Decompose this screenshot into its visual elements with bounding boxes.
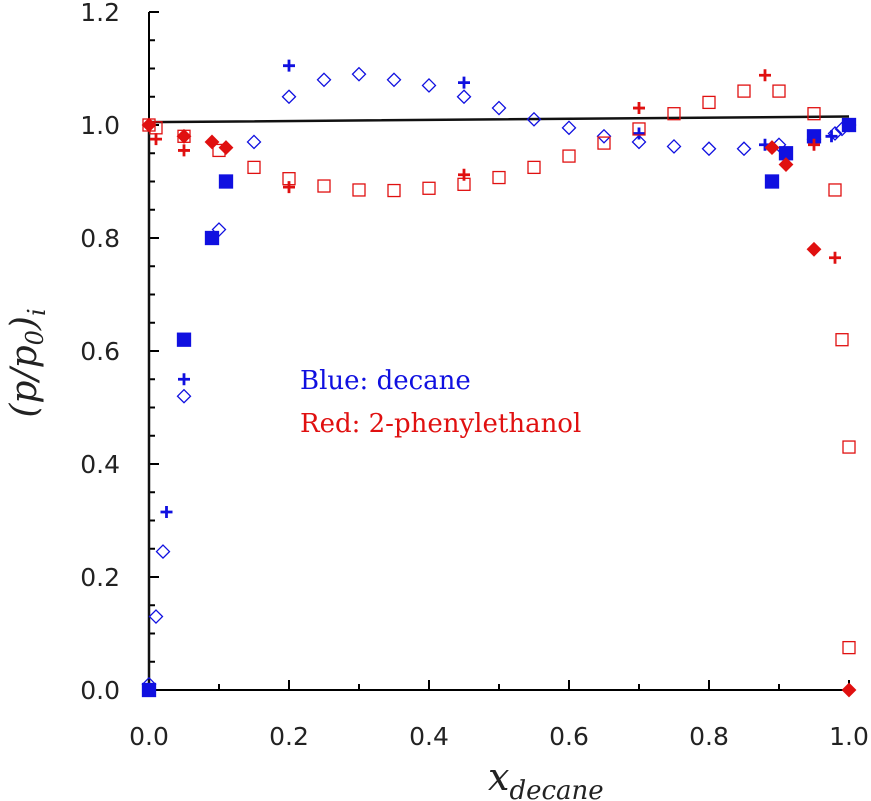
- blue-square-filled-point: [176, 332, 192, 347]
- x-tick-label: 0.4: [409, 722, 449, 751]
- red-square-open-point: [842, 440, 856, 454]
- blue-plus-point: [160, 506, 173, 519]
- blue-diamond-open-point: [666, 139, 682, 154]
- y-tick-labels: 0.0 0.2 0.4 0.6 0.8 1.0 1.2: [80, 0, 120, 705]
- y-tick-label: 1.0: [80, 111, 120, 140]
- red-diamond-filled-point: [204, 134, 220, 150]
- red-plus-point: [808, 138, 820, 151]
- x-axis-title-base: x: [488, 755, 509, 799]
- y-tick-label: 0.2: [80, 563, 120, 592]
- y-axis-title: (p/p0)i: [4, 308, 51, 417]
- red-plus-point: [759, 69, 771, 82]
- annotation-blue-decane: Blue: decane: [300, 366, 471, 396]
- red-plus-point: [178, 144, 190, 157]
- x-tick-label: 0.2: [269, 722, 309, 751]
- red-diamond-filled-point: [176, 128, 192, 144]
- red-square-open-point: [828, 183, 842, 197]
- blue-diamond-open-point: [155, 544, 171, 559]
- red-square-open-point: [737, 84, 751, 98]
- blue-diamond-open-point: [701, 141, 717, 157]
- red-plus-point: [458, 168, 470, 181]
- red-plus-point: [829, 251, 841, 264]
- blue-square-filled-point: [764, 174, 780, 189]
- y-tick-label: 0.6: [80, 337, 120, 366]
- red-square-open-point: [807, 107, 821, 121]
- red-plus-point: [283, 181, 295, 194]
- red-square-open-point: [247, 160, 261, 175]
- red-square-open-point: [667, 107, 681, 121]
- red-square-open-point: [842, 640, 856, 655]
- annotation-red-phenylethanol: Red: 2-phenylethanol: [300, 409, 581, 439]
- blue-diamond-open-point: [491, 100, 507, 116]
- x-tick-label: 0.6: [549, 722, 589, 751]
- red-diamond-filled-point: [806, 241, 822, 257]
- x-tick-label: 0.8: [689, 722, 729, 751]
- blue-square-filled-point: [141, 682, 157, 698]
- red-diamond-filled-point: [141, 117, 157, 133]
- red-square-open-point: [527, 160, 541, 175]
- blue-plus-point: [633, 127, 645, 140]
- blue-diamond-open-point: [596, 128, 612, 144]
- x-axis-title-subscript: decane: [509, 776, 603, 801]
- x-tick-label: 0.0: [129, 722, 169, 751]
- red-plus-point: [150, 133, 162, 146]
- blue-diamond-open-point: [561, 120, 577, 136]
- blue-diamond-open-point: [421, 78, 437, 93]
- data-points: [141, 59, 857, 698]
- x-axis-title: xdecane: [488, 755, 604, 801]
- red-diamond-filled-point: [778, 157, 794, 172]
- y-axis-title-p1: p: [4, 381, 45, 404]
- blue-diamond-open-point: [386, 72, 402, 88]
- blue-diamond-open-point: [148, 609, 164, 624]
- x-tick-labels: 0.0 0.2 0.4 0.6 0.8 1.0: [129, 722, 869, 751]
- red-square-open-point: [597, 136, 611, 150]
- red-square-open-point: [702, 95, 716, 110]
- red-square-open-point: [317, 179, 331, 193]
- x-tick-label: 1.0: [829, 722, 869, 751]
- y-axis-title-p2-subscript: 0: [21, 330, 49, 345]
- reference-line: [147, 115, 850, 690]
- y-tick-label: 1.2: [80, 0, 120, 27]
- blue-plus-point: [458, 76, 470, 89]
- red-square-open-point: [352, 183, 366, 197]
- red-square-open-point: [422, 181, 436, 195]
- red-square-open-point: [387, 183, 401, 198]
- blue-square-filled-point: [204, 230, 220, 246]
- blue-diamond-open-point: [526, 111, 542, 127]
- y-axis-title-open: (: [4, 403, 45, 418]
- blue-diamond-open-point: [176, 388, 192, 404]
- red-square-open-point: [835, 333, 849, 347]
- blue-diamond-open-point: [736, 141, 752, 157]
- blue-plus-point: [283, 59, 295, 72]
- blue-plus-point: [178, 373, 190, 386]
- y-tick-label: 0.0: [80, 676, 120, 705]
- y-tick-label: 0.8: [80, 224, 120, 253]
- blue-square-filled-point: [841, 117, 857, 133]
- y-axis-title-p2: p: [4, 345, 45, 368]
- red-diamond-filled-point: [764, 140, 780, 156]
- red-square-open-point: [562, 149, 576, 163]
- red-square-open-point: [492, 170, 506, 185]
- red-square-open-point: [632, 122, 646, 136]
- y-axis-title-slash: /: [4, 365, 45, 384]
- y-axis-title-subscript: i: [23, 308, 51, 316]
- blue-square-filled-point: [218, 174, 234, 189]
- blue-diamond-open-point: [316, 72, 332, 88]
- red-diamond-filled-point: [218, 140, 234, 156]
- y-tick-label: 0.4: [80, 450, 120, 479]
- blue-diamond-open-point: [631, 134, 647, 150]
- blue-plus-point: [825, 130, 838, 143]
- blue-diamond-open-point: [351, 66, 367, 82]
- red-diamond-filled-point: [841, 682, 857, 698]
- blue-diamond-open-point: [281, 89, 297, 105]
- y-axis-title-close: ): [4, 316, 45, 331]
- red-square-open-point: [772, 84, 786, 98]
- blue-diamond-open-point: [246, 134, 262, 150]
- blue-diamond-open-point: [456, 89, 472, 105]
- red-plus-point: [633, 102, 645, 115]
